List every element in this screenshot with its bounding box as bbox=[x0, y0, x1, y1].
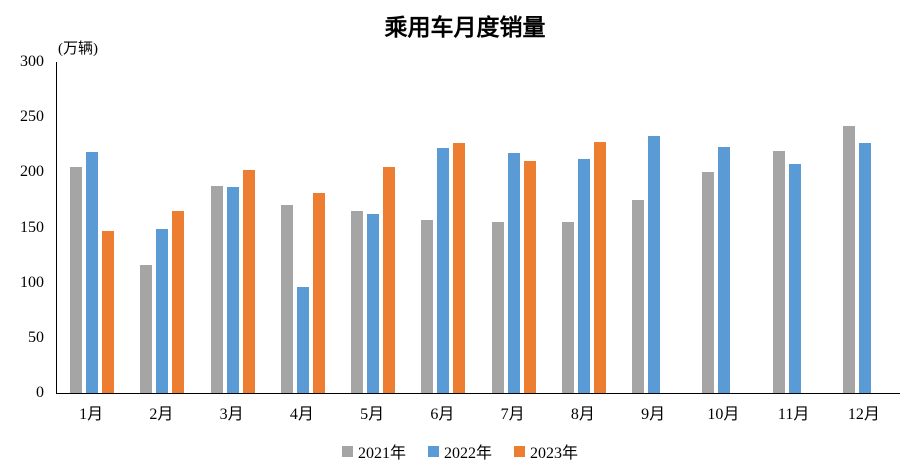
y-axis-unit-label: (万辆) bbox=[58, 41, 98, 57]
y-tick-label-150: 150 bbox=[20, 218, 44, 236]
y-tick-label-300: 300 bbox=[20, 53, 44, 70]
bar-2021年-7月 bbox=[491, 221, 504, 393]
x-label-8月: 8月 bbox=[570, 406, 595, 423]
bar-2022年-9月 bbox=[648, 135, 661, 393]
bar-2022年-3月 bbox=[226, 187, 239, 393]
bar-2022年-4月 bbox=[296, 286, 309, 393]
bar-2021年-2月 bbox=[140, 265, 153, 393]
bar-group-9月 bbox=[619, 62, 689, 393]
y-tick-label-250: 250 bbox=[20, 108, 44, 126]
x-label-4月: 4月 bbox=[289, 406, 314, 423]
legend-swatch-icon bbox=[514, 445, 525, 457]
legend-item-2022年: 2022年 bbox=[427, 439, 492, 463]
bar-2022年-7月 bbox=[507, 153, 520, 393]
legend-label: 2023年 bbox=[530, 445, 579, 462]
legend-label: 2022年 bbox=[443, 445, 492, 462]
bar-group-2月 bbox=[127, 62, 197, 393]
bar-2023年-5月 bbox=[383, 166, 396, 393]
bar-group-6月 bbox=[408, 62, 478, 393]
x-axis-labels: 1月 2月 3月 4月 5月 6月 7月 8月 9月 10月 11月 12月 bbox=[56, 400, 899, 424]
x-label-10月: 10月 bbox=[707, 406, 740, 423]
bar-2023年-4月 bbox=[312, 193, 325, 393]
bar-group-7月 bbox=[479, 62, 549, 393]
bar-2022年-10月 bbox=[718, 146, 731, 393]
plot-area bbox=[56, 62, 900, 394]
bar-2021年-11月 bbox=[772, 151, 785, 393]
x-label-2月: 2月 bbox=[149, 406, 174, 423]
x-label-9月: 9月 bbox=[641, 406, 666, 423]
bar-group-11月 bbox=[760, 62, 830, 393]
bar-group-1月 bbox=[57, 62, 127, 393]
bar-2022年-1月 bbox=[86, 151, 99, 393]
bar-2022年-5月 bbox=[367, 213, 380, 393]
bar-2022年-11月 bbox=[788, 164, 801, 393]
bar-2023年-2月 bbox=[172, 210, 185, 393]
legend-swatch-icon bbox=[341, 445, 353, 457]
bar-group-3月 bbox=[198, 62, 268, 393]
bar-2021年-8月 bbox=[561, 221, 574, 393]
x-label-7月: 7月 bbox=[500, 406, 525, 423]
bar-2021年-6月 bbox=[421, 219, 434, 393]
bar-2021年-1月 bbox=[70, 167, 83, 393]
bar-group-12月 bbox=[830, 62, 900, 393]
legend-item-2023年: 2023年 bbox=[514, 439, 578, 463]
y-tick-label-50: 50 bbox=[28, 328, 44, 346]
bar-2021年-9月 bbox=[632, 199, 645, 393]
legend-label: 2021年 bbox=[357, 445, 406, 462]
y-tick-label-0: 0 bbox=[36, 384, 44, 401]
bar-2021年-3月 bbox=[210, 186, 223, 393]
x-label-5月: 5月 bbox=[360, 406, 385, 423]
bar-2023年-7月 bbox=[523, 161, 536, 393]
bar-2023年-6月 bbox=[453, 142, 466, 393]
bar-2023年-1月 bbox=[102, 230, 115, 393]
x-label-3月: 3月 bbox=[219, 406, 244, 423]
bar-group-5月 bbox=[338, 62, 408, 393]
legend-swatch-icon bbox=[427, 445, 439, 457]
x-label-6月: 6月 bbox=[430, 406, 455, 423]
bar-2021年-5月 bbox=[351, 211, 364, 393]
bar-2021年-4月 bbox=[280, 205, 293, 393]
bar-2022年-8月 bbox=[577, 158, 590, 393]
chart-title: 乘用车月度销量 bbox=[384, 15, 546, 40]
x-label-1月: 1月 bbox=[79, 406, 104, 423]
bar-group-4月 bbox=[268, 62, 338, 393]
bar-2021年-12月 bbox=[842, 125, 855, 393]
bar-2022年-12月 bbox=[858, 143, 871, 393]
chart-legend: 2021年 2022年 2023年 bbox=[0, 439, 909, 463]
bar-2021年-10月 bbox=[702, 171, 715, 393]
bar-2022年-6月 bbox=[437, 147, 450, 393]
bar-2023年-3月 bbox=[242, 170, 255, 393]
bar-2023年-8月 bbox=[593, 142, 606, 393]
y-tick-label-200: 200 bbox=[20, 163, 44, 181]
legend-item-2021年: 2021年 bbox=[341, 439, 406, 463]
bar-group-10月 bbox=[689, 62, 759, 393]
bar-group-8月 bbox=[549, 62, 619, 393]
x-label-11月: 11月 bbox=[777, 406, 810, 423]
x-label-12月: 12月 bbox=[847, 406, 880, 423]
bar-2022年-2月 bbox=[156, 228, 169, 393]
y-tick-label-100: 100 bbox=[20, 273, 44, 291]
